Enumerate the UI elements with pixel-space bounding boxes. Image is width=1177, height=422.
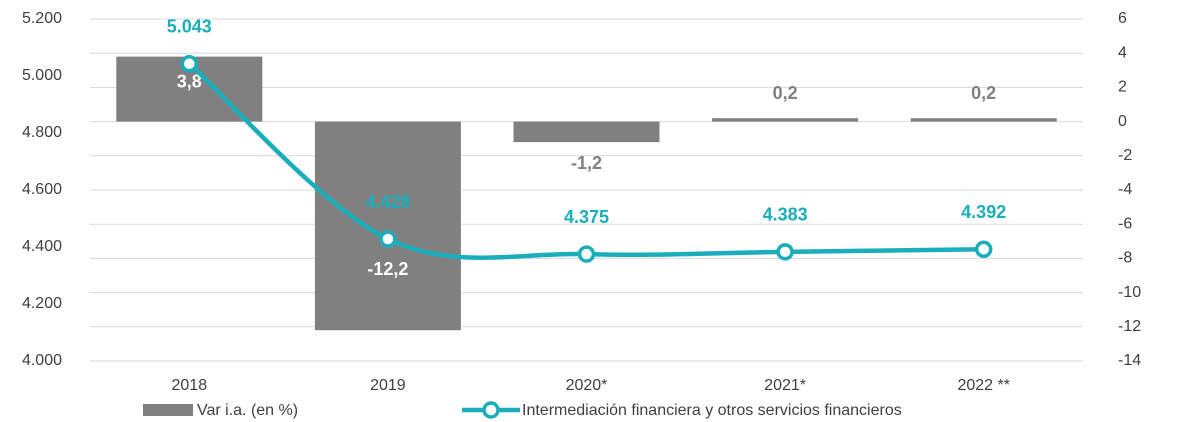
y2-tick-label: 6 bbox=[1118, 10, 1127, 27]
bar-label: -12,2 bbox=[367, 259, 408, 279]
legend-swatch bbox=[143, 404, 193, 416]
y2-tick-label: -4 bbox=[1118, 181, 1132, 198]
y-tick-label: 4.600 bbox=[22, 181, 62, 198]
line-label: 5.043 bbox=[167, 16, 212, 36]
y2-tick-label: 0 bbox=[1118, 113, 1127, 130]
y2-tick-label: 2 bbox=[1118, 79, 1127, 96]
y2-tick-label: -2 bbox=[1118, 147, 1132, 164]
legend-swatch bbox=[482, 401, 500, 419]
line-label: 4.375 bbox=[564, 207, 609, 227]
y2-tick-label: -14 bbox=[1118, 352, 1141, 369]
x-tick-label: 2022 ** bbox=[957, 377, 1010, 394]
line-label: 4.428 bbox=[365, 192, 410, 212]
legend-label: Var i.a. (en %) bbox=[197, 402, 298, 419]
legend-label: Intermediación financiera y otros servic… bbox=[522, 402, 902, 419]
y-tick-label: 4.200 bbox=[22, 295, 62, 312]
x-tick-label: 2019 bbox=[370, 377, 406, 394]
y-tick-label: 5.000 bbox=[22, 67, 62, 84]
bar-label: 0,2 bbox=[773, 83, 798, 103]
bar-label: 3,8 bbox=[177, 71, 202, 91]
line-label: 4.392 bbox=[961, 202, 1006, 222]
x-tick-label: 2020* bbox=[566, 377, 608, 394]
y2-tick-label: -6 bbox=[1118, 215, 1132, 232]
bar bbox=[712, 118, 859, 122]
y2-tick-label: -8 bbox=[1118, 250, 1132, 267]
bar-label: -1,2 bbox=[571, 153, 602, 173]
bar bbox=[314, 121, 461, 331]
y-tick-label: 4.400 bbox=[22, 238, 62, 255]
line-marker bbox=[180, 54, 199, 73]
line-marker bbox=[974, 240, 993, 259]
y-tick-label: 4.800 bbox=[22, 124, 62, 141]
y2-tick-label: -10 bbox=[1118, 284, 1141, 301]
y2-tick-label: -12 bbox=[1118, 318, 1141, 335]
line-marker bbox=[577, 245, 596, 263]
line-marker bbox=[379, 230, 397, 248]
x-tick-label: 2018 bbox=[172, 377, 208, 394]
line-label: 4.383 bbox=[763, 205, 808, 225]
y2-tick-label: 4 bbox=[1118, 44, 1127, 61]
bar bbox=[910, 118, 1057, 122]
y-tick-label: 4.000 bbox=[22, 352, 62, 369]
x-tick-label: 2021* bbox=[764, 377, 806, 394]
bar bbox=[513, 121, 660, 143]
y-tick-label: 5.200 bbox=[22, 10, 62, 27]
line-marker bbox=[776, 243, 794, 261]
bar-label: 0,2 bbox=[971, 83, 996, 103]
